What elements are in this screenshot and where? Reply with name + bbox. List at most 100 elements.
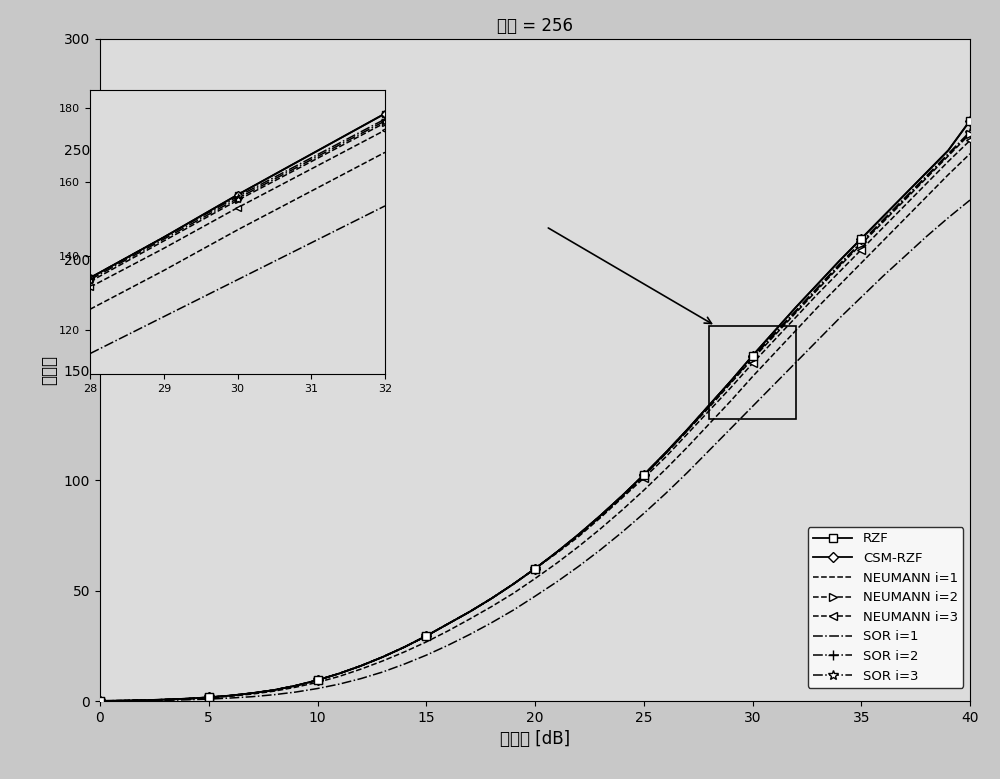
NEUMANN i=1 (181, 694, 193, 703)
NEUMANN i=1 (768, 349, 780, 358)
RZF (551, 548, 563, 557)
NEUMANN i=3 (594, 513, 606, 523)
NEUMANN i=3 (899, 201, 911, 210)
SOR i=2 (442, 619, 454, 629)
SOR i=2 (812, 283, 824, 292)
CSM-RZF (812, 280, 824, 289)
NEUMANN i=3 (94, 696, 106, 706)
NEUMANN i=3 (507, 580, 519, 589)
NEUMANN i=3 (420, 631, 432, 640)
SOR i=3 (899, 194, 911, 203)
SOR i=2 (877, 215, 889, 224)
NEUMANN i=3 (333, 669, 345, 679)
SOR i=2 (159, 695, 171, 704)
SOR i=2 (899, 193, 911, 203)
NEUMANN i=3 (768, 336, 780, 345)
RZF (594, 511, 606, 520)
SOR i=2 (377, 652, 389, 661)
NEUMANN i=1 (203, 693, 215, 703)
NEUMANN i=1 (333, 671, 345, 681)
NEUMANN i=3 (877, 223, 889, 232)
SOR i=2 (246, 689, 258, 698)
SOR i=1 (94, 696, 106, 706)
CSM-RZF (268, 686, 280, 695)
Line: NEUMANN i=1: NEUMANN i=1 (100, 153, 970, 701)
SOR i=1 (464, 629, 476, 639)
SOR i=2 (703, 400, 715, 410)
RZF (703, 400, 715, 410)
NEUMANN i=3 (703, 406, 715, 415)
SOR i=2 (551, 548, 563, 557)
NEUMANN i=2 (594, 512, 606, 521)
NEUMANN i=1 (94, 696, 106, 706)
NEUMANN i=2 (877, 217, 889, 227)
Line: RZF: RZF (96, 116, 974, 705)
CSM-RZF (312, 675, 324, 685)
CSM-RZF (572, 530, 584, 539)
NEUMANN i=2 (812, 285, 824, 294)
RZF (355, 661, 367, 671)
RZF (768, 326, 780, 336)
SOR i=3 (746, 353, 759, 362)
Y-axis label: 合速率: 合速率 (40, 355, 58, 385)
RZF (681, 425, 693, 435)
SOR i=2 (181, 694, 193, 703)
CSM-RZF (920, 167, 932, 177)
CSM-RZF (594, 511, 606, 520)
Line: SOR i=2: SOR i=2 (95, 127, 975, 706)
SOR i=3 (203, 693, 215, 702)
SOR i=1 (855, 293, 867, 302)
SOR i=1 (138, 696, 150, 705)
CSM-RZF (942, 146, 954, 155)
RZF (725, 376, 737, 386)
NEUMANN i=1 (572, 542, 584, 552)
SOR i=1 (420, 650, 432, 660)
NEUMANN i=3 (268, 686, 280, 695)
SOR i=1 (616, 527, 628, 537)
NEUMANN i=3 (116, 696, 128, 705)
SOR i=1 (203, 694, 215, 703)
SOR i=1 (333, 679, 345, 689)
NEUMANN i=3 (681, 429, 693, 439)
SOR i=2 (594, 511, 606, 520)
NEUMANN i=3 (616, 493, 628, 502)
CSM-RZF (746, 351, 759, 361)
SOR i=1 (572, 562, 584, 571)
SOR i=1 (398, 659, 411, 668)
SOR i=2 (529, 564, 541, 573)
NEUMANN i=1 (899, 214, 911, 224)
CSM-RZF (768, 326, 780, 336)
SOR i=2 (312, 675, 324, 685)
CSM-RZF (420, 631, 432, 640)
RZF (442, 619, 454, 629)
SOR i=3 (572, 531, 584, 541)
Line: SOR i=1: SOR i=1 (100, 200, 970, 701)
NEUMANN i=1 (855, 259, 867, 268)
RZF (159, 695, 171, 704)
NEUMANN i=2 (442, 619, 454, 629)
NEUMANN i=2 (268, 686, 280, 695)
NEUMANN i=2 (746, 354, 759, 364)
SOR i=1 (681, 468, 693, 478)
CSM-RZF (681, 425, 693, 435)
SOR i=1 (703, 446, 715, 455)
NEUMANN i=3 (138, 696, 150, 705)
SOR i=1 (224, 693, 237, 703)
RZF (224, 691, 237, 700)
SOR i=2 (660, 448, 672, 457)
CSM-RZF (877, 212, 889, 221)
SOR i=1 (899, 252, 911, 261)
NEUMANN i=1 (442, 626, 454, 636)
SOR i=2 (942, 149, 954, 158)
NEUMANN i=2 (681, 426, 693, 435)
Line: NEUMANN i=2: NEUMANN i=2 (96, 129, 974, 705)
SOR i=1 (964, 196, 976, 205)
CSM-RZF (290, 681, 302, 690)
SOR i=1 (790, 358, 802, 367)
NEUMANN i=2 (855, 240, 867, 249)
NEUMANN i=1 (616, 506, 628, 515)
NEUMANN i=2 (333, 669, 345, 679)
CSM-RZF (551, 548, 563, 557)
RZF (638, 471, 650, 480)
RZF (268, 686, 280, 695)
